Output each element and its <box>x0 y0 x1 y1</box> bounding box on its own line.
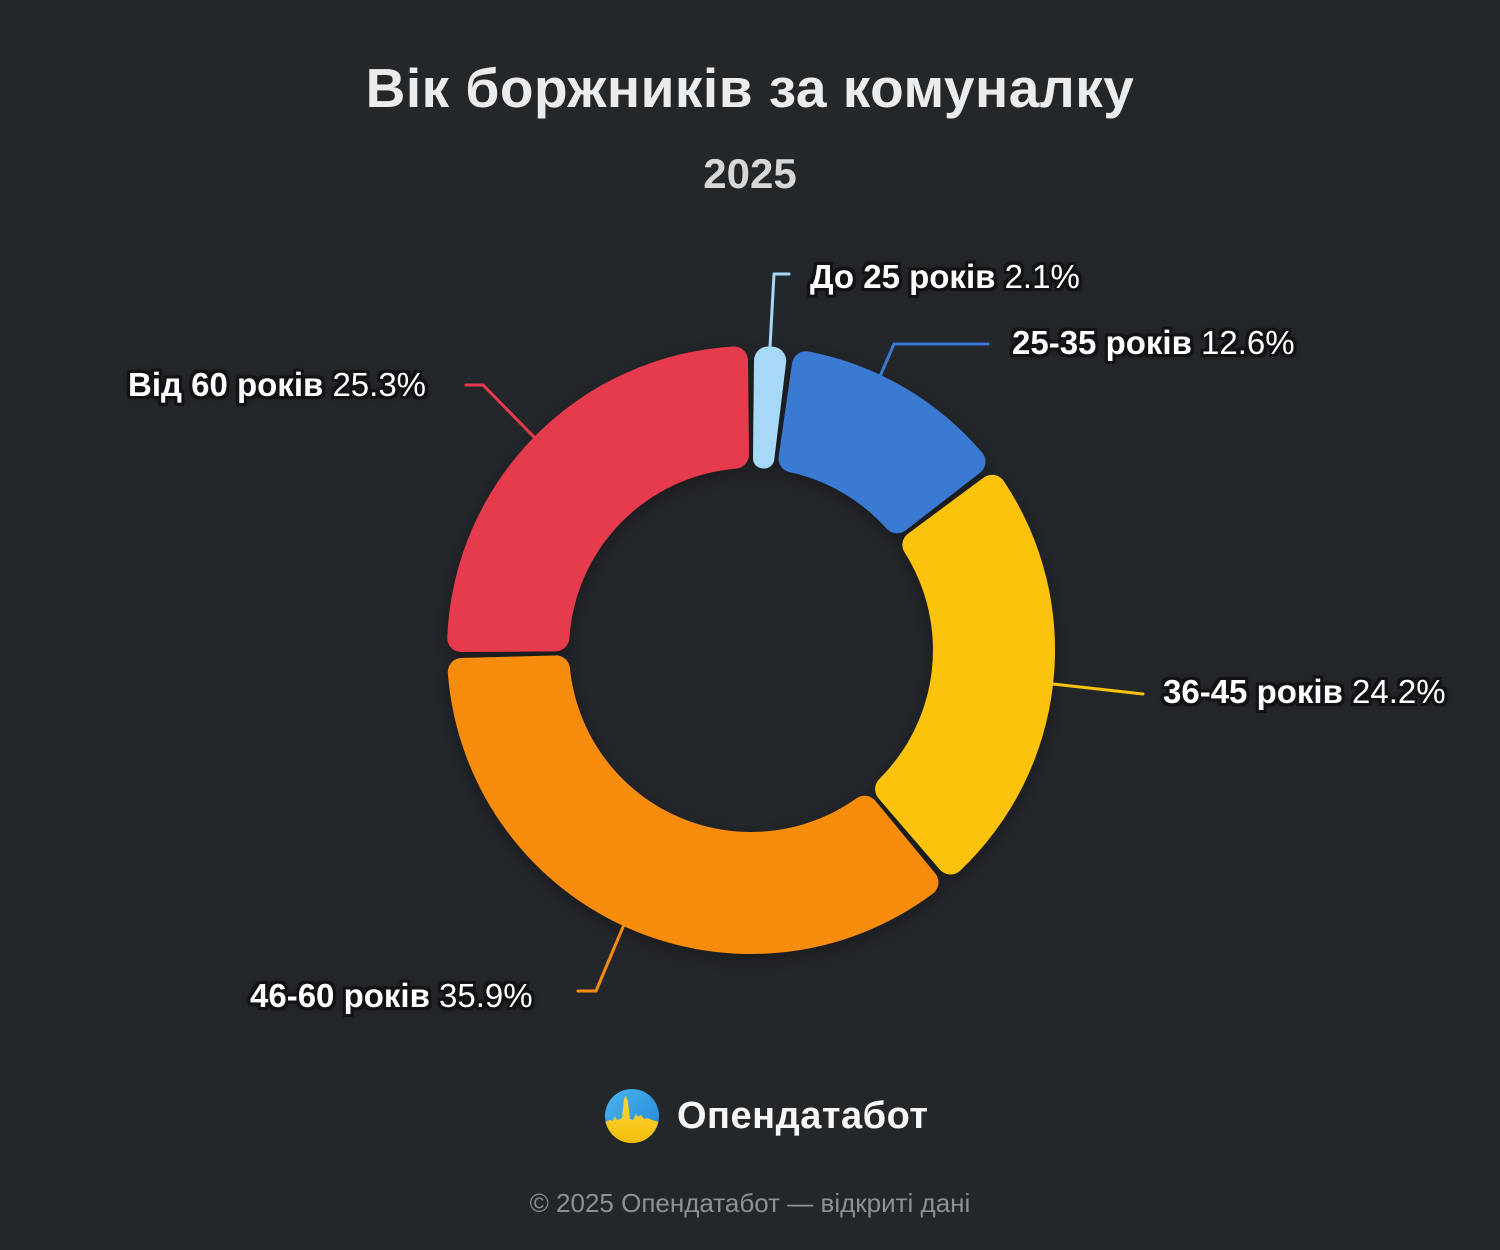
label-leader-line-0 <box>768 272 791 349</box>
label-leader-line-3 <box>576 925 625 993</box>
segment-label-name: До 25 років <box>810 258 1005 295</box>
chart-title: Вік боржників за комуналку <box>365 57 1135 119</box>
donut-segment-1 <box>778 351 986 534</box>
opendatabot-logo-icon <box>605 1089 659 1143</box>
copyright-text: © 2025 Опендатабот — відкриті дані <box>529 1188 971 1218</box>
segment-label-0: До 25 років 2.1% <box>810 258 1080 296</box>
segment-label-value: 24.2% <box>1352 673 1446 710</box>
segment-label-value: 12.6% <box>1201 324 1295 361</box>
segment-label-value: 35.9% <box>439 977 533 1014</box>
segment-label-value: 2.1% <box>1004 258 1080 295</box>
donut-segment-3 <box>447 655 939 955</box>
segment-label-name: 36-45 років <box>1163 673 1353 710</box>
segment-label-4: Від 60 років 25.3% <box>128 366 426 404</box>
segment-label-name: 46-60 років <box>250 977 440 1014</box>
segment-label-2: 36-45 років 24.2% <box>1163 673 1446 711</box>
segment-label-1: 25-35 років 12.6% <box>1012 324 1295 362</box>
donut-segment-4 <box>447 346 749 652</box>
segment-label-name: Від 60 років <box>128 366 333 403</box>
label-leader-line-1 <box>876 342 990 383</box>
label-leader-line-2 <box>1051 682 1145 696</box>
brand-name: Опендатабот <box>677 1094 929 1137</box>
donut-segment-2 <box>875 474 1055 875</box>
label-leader-line-4 <box>464 383 537 440</box>
brand-logo: Опендатабот <box>605 1089 928 1143</box>
segment-label-value: 25.3% <box>332 366 427 403</box>
segment-label-3: 46-60 років 35.9% <box>250 977 533 1015</box>
chart-year: 2025 <box>703 150 797 197</box>
segment-label-name: 25-35 років <box>1012 324 1202 361</box>
donut-segment-0 <box>753 346 787 469</box>
